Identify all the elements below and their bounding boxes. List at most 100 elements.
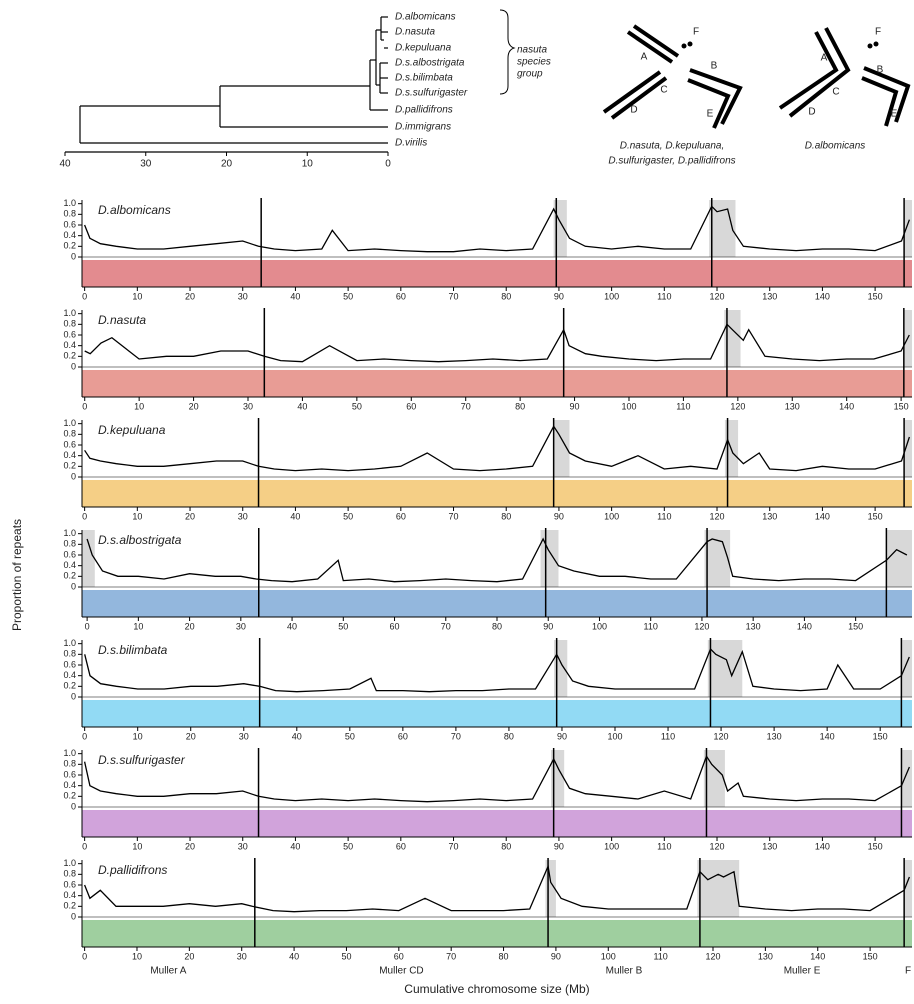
arm-label: E	[891, 109, 898, 120]
y-tick-label: 0	[71, 471, 76, 481]
x-tick-label: 90	[543, 621, 553, 631]
taxon-label: D.s.sulfurigaster	[395, 88, 468, 99]
x-tick-label: 100	[592, 621, 607, 631]
x-tick-label: 20	[185, 841, 195, 851]
x-tick-label: 60	[396, 291, 406, 301]
y-tick-label: 0.2	[63, 681, 76, 691]
y-tick-label: 0.2	[63, 241, 76, 251]
x-tick-label: 80	[501, 841, 511, 851]
panel-title: D.s.albostrigata	[98, 533, 182, 547]
tree-tick-label: 0	[385, 159, 391, 170]
x-tick-label: 110	[657, 511, 671, 521]
karyotype-caption: D.albomicans	[805, 141, 866, 152]
x-tick-label: 30	[237, 951, 247, 961]
y-tick-label: 1.0	[63, 638, 76, 648]
x-tick-label: 140	[815, 511, 830, 521]
x-tick-label: 30	[238, 511, 248, 521]
x-tick-label: 70	[446, 951, 456, 961]
y-tick-label: 1.0	[63, 418, 76, 428]
group-label: group	[517, 69, 543, 80]
x-tick-label: 80	[515, 401, 525, 411]
y-tick-label: 0.4	[63, 230, 76, 240]
arm	[864, 68, 908, 122]
taxon-label: D.pallidifrons	[395, 105, 453, 116]
y-tick-label: 0.2	[63, 901, 76, 911]
x-tick-label: 130	[785, 401, 800, 411]
group-label: nasuta	[517, 45, 547, 56]
x-tick-label: 140	[815, 841, 830, 851]
centromere-shade	[904, 200, 912, 257]
x-tick-label: 50	[343, 841, 353, 851]
x-tick-label: 20	[185, 291, 195, 301]
element-label: Muller CD	[379, 966, 423, 977]
element-label: F	[905, 966, 911, 977]
arm-label: A	[821, 53, 828, 64]
x-tick-label: 30	[239, 731, 249, 741]
y-tick-label: 0	[71, 361, 76, 371]
y-tick-label: 0.6	[63, 769, 76, 779]
centromere-shade	[705, 530, 731, 587]
x-tick-label: 140	[820, 731, 835, 741]
x-tick-label: 120	[714, 731, 729, 741]
x-tick-label: 50	[345, 731, 355, 741]
element-label: Muller E	[784, 966, 821, 977]
arm-label: C	[832, 87, 839, 98]
x-tick-label: 20	[186, 731, 196, 741]
repeat-line	[85, 756, 910, 801]
repeat-density-band	[82, 480, 912, 507]
x-tick-label: 120	[730, 401, 745, 411]
arm	[612, 78, 666, 118]
x-tick-label: 0	[82, 841, 87, 851]
x-tick-label: 130	[746, 621, 761, 631]
panel: 00.20.40.60.81.0010203040506070809010011…	[63, 198, 912, 301]
x-tick-label: 70	[449, 841, 459, 851]
y-tick-label: 0.2	[63, 351, 76, 361]
x-tick-label: 0	[82, 731, 87, 741]
dot-chromosome	[868, 44, 873, 49]
x-tick-label: 150	[863, 951, 878, 961]
y-tick-label: 1.0	[63, 858, 76, 868]
repeat-line	[87, 539, 907, 582]
x-tick-label: 100	[621, 401, 636, 411]
x-tick-label: 130	[762, 511, 777, 521]
taxon-label: D.s.albostrigata	[395, 58, 465, 69]
x-tick-label: 80	[504, 731, 514, 741]
element-label: Muller A	[150, 966, 186, 977]
dot-chromosome	[874, 42, 879, 47]
x-tick-label: 40	[287, 621, 297, 631]
group-label: species	[517, 57, 551, 68]
arm-label: D	[630, 105, 637, 116]
taxon-label: D.immigrans	[395, 122, 451, 133]
y-axis-label: Proportion of repeats	[10, 519, 24, 631]
x-tick-label: 10	[132, 291, 142, 301]
y-tick-label: 0.6	[63, 329, 76, 339]
x-tick-label: 0	[82, 401, 87, 411]
x-tick-label: 110	[657, 841, 671, 851]
y-tick-label: 0.8	[63, 319, 76, 329]
x-tick-label: 110	[661, 731, 675, 741]
arm-label: D	[808, 107, 815, 118]
element-label: Muller B	[606, 966, 643, 977]
x-tick-label: 0	[82, 951, 87, 961]
x-tick-label: 70	[461, 401, 471, 411]
y-tick-label: 0.4	[63, 450, 76, 460]
x-tick-label: 10	[132, 841, 142, 851]
x-tick-label: 80	[501, 511, 511, 521]
x-tick-label: 100	[604, 511, 619, 521]
dot-chromosome	[688, 42, 693, 47]
x-tick-label: 0	[82, 511, 87, 521]
arm-label: F	[875, 27, 881, 38]
x-tick-label: 110	[657, 291, 671, 301]
y-tick-label: 0.4	[63, 340, 76, 350]
dot-chromosome	[682, 44, 687, 49]
repeat-line	[85, 649, 910, 692]
x-tick-label: 20	[184, 951, 194, 961]
y-tick-label: 0.8	[63, 869, 76, 879]
tree-tick-label: 20	[221, 159, 233, 170]
arm-label: A	[641, 52, 648, 63]
y-tick-label: 0	[71, 801, 76, 811]
y-tick-label: 0.4	[63, 890, 76, 900]
x-tick-label: 50	[341, 951, 351, 961]
x-tick-label: 20	[185, 621, 195, 631]
